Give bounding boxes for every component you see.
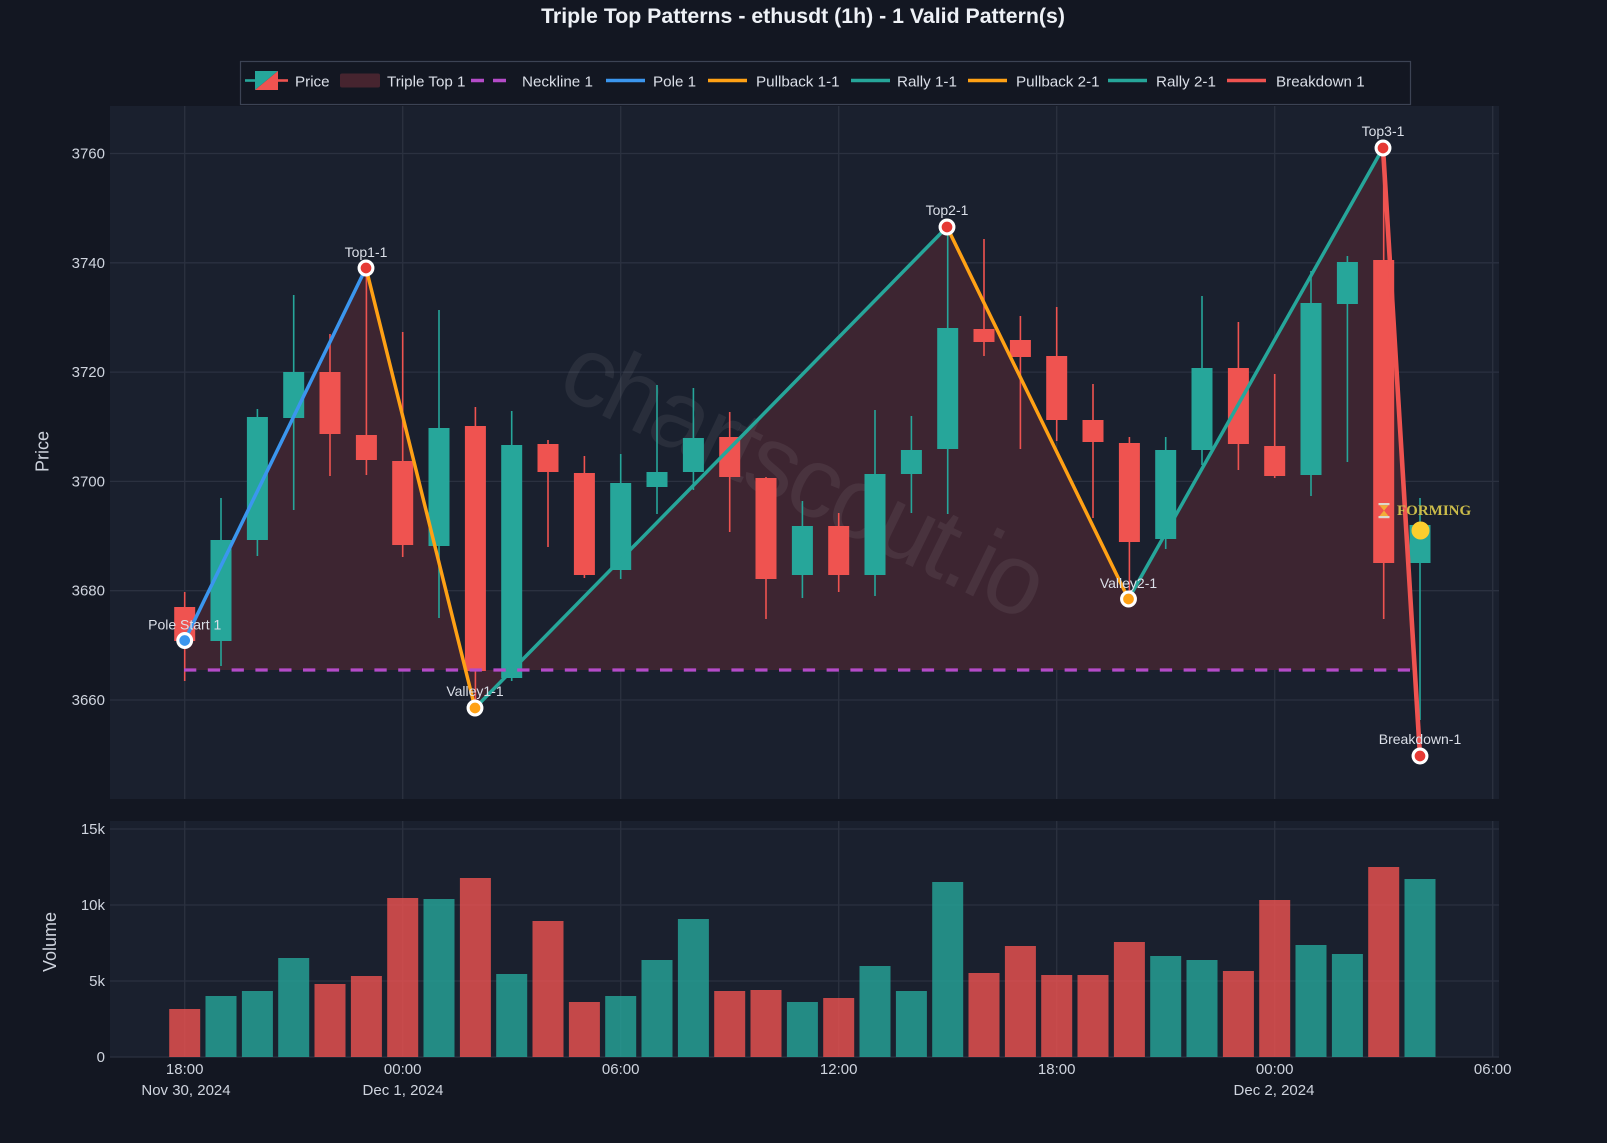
svg-text:3760: 3760 bbox=[72, 146, 105, 163]
svg-text:Dec 1, 2024: Dec 1, 2024 bbox=[363, 1082, 444, 1099]
svg-text:Rally 2-1: Rally 2-1 bbox=[1156, 74, 1216, 91]
svg-text:Pullback 2-1: Pullback 2-1 bbox=[1016, 74, 1100, 91]
svg-text:Valley1-1: Valley1-1 bbox=[446, 683, 504, 699]
svg-text:Dec 2, 2024: Dec 2, 2024 bbox=[1234, 1082, 1315, 1099]
svg-text:Breakdown-1: Breakdown-1 bbox=[1379, 731, 1462, 747]
svg-text:3740: 3740 bbox=[72, 255, 105, 272]
svg-text:FORMING: FORMING bbox=[1397, 503, 1471, 519]
svg-text:Price: Price bbox=[295, 74, 330, 91]
svg-text:00:00: 00:00 bbox=[384, 1061, 422, 1078]
svg-text:Top1-1: Top1-1 bbox=[345, 244, 388, 260]
svg-text:Triple Top 1: Triple Top 1 bbox=[387, 74, 466, 91]
svg-text:Rally 1-1: Rally 1-1 bbox=[897, 74, 957, 91]
svg-text:Breakdown 1: Breakdown 1 bbox=[1276, 74, 1365, 91]
svg-text:Neckline 1: Neckline 1 bbox=[522, 74, 593, 91]
svg-text:0: 0 bbox=[97, 1049, 105, 1066]
svg-text:Pole 1: Pole 1 bbox=[653, 74, 696, 91]
svg-text:18:00: 18:00 bbox=[166, 1061, 204, 1078]
svg-text:Nov 30, 2024: Nov 30, 2024 bbox=[141, 1082, 230, 1099]
svg-text:3660: 3660 bbox=[72, 692, 105, 709]
svg-text:Top3-1: Top3-1 bbox=[1362, 123, 1405, 139]
svg-text:3720: 3720 bbox=[72, 364, 105, 381]
svg-text:Pole Start 1: Pole Start 1 bbox=[148, 617, 221, 633]
svg-text:18:00: 18:00 bbox=[1038, 1061, 1076, 1078]
svg-text:Volume: Volume bbox=[40, 912, 60, 972]
svg-text:Valley2-1: Valley2-1 bbox=[1100, 575, 1158, 591]
svg-text:10k: 10k bbox=[81, 897, 106, 914]
svg-text:Price: Price bbox=[33, 431, 53, 472]
svg-text:12:00: 12:00 bbox=[820, 1061, 858, 1078]
svg-text:3680: 3680 bbox=[72, 583, 105, 600]
svg-text:5k: 5k bbox=[89, 973, 105, 990]
svg-text:06:00: 06:00 bbox=[602, 1061, 640, 1078]
svg-text:Pullback 1-1: Pullback 1-1 bbox=[756, 74, 840, 91]
svg-text:06:00: 06:00 bbox=[1474, 1061, 1512, 1078]
svg-text:3700: 3700 bbox=[72, 473, 105, 490]
svg-text:Top2-1: Top2-1 bbox=[926, 202, 969, 218]
svg-text:Triple Top Patterns - ethusdt: Triple Top Patterns - ethusdt (1h) - 1 V… bbox=[541, 4, 1065, 28]
svg-text:15k: 15k bbox=[81, 821, 106, 838]
svg-text:00:00: 00:00 bbox=[1256, 1061, 1294, 1078]
